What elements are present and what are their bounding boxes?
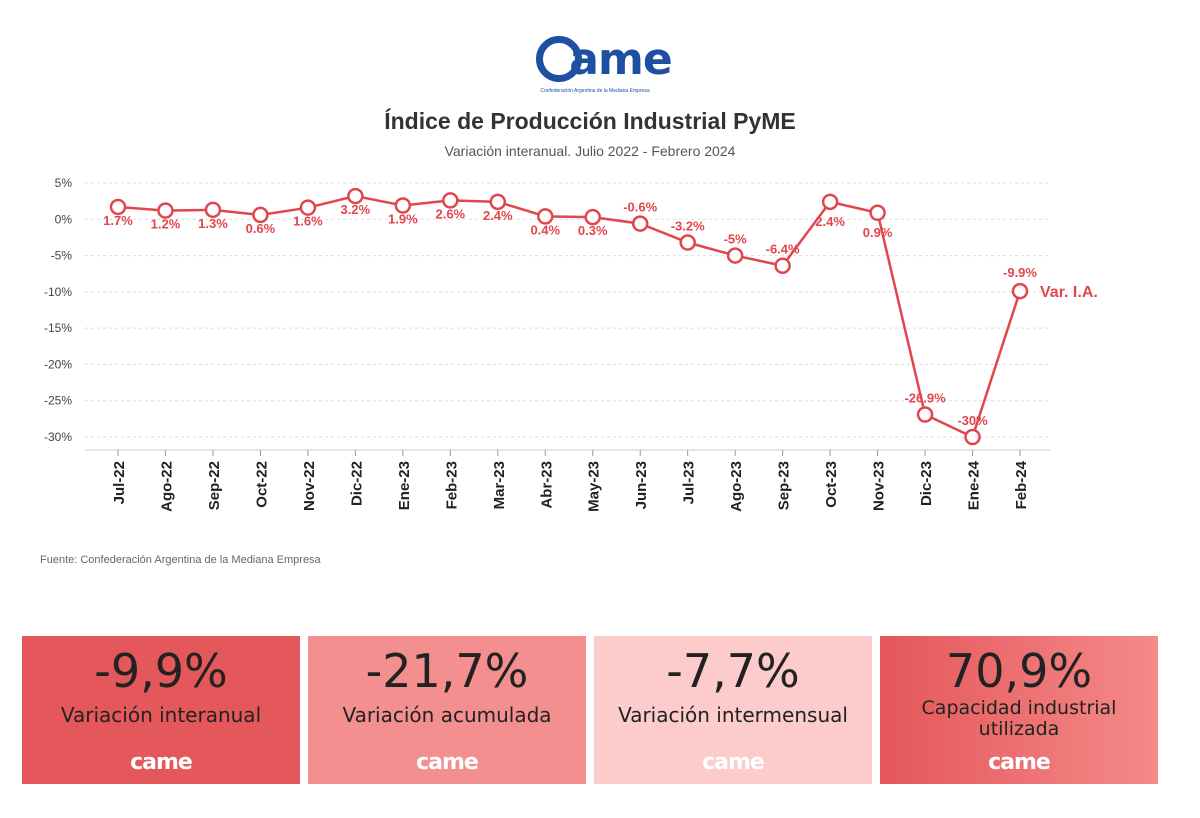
data-label: -3.2% xyxy=(671,219,705,234)
series-var-ia: 1.7% 1.2% 1.3% 0.6% 1.6% 3.2% 1.9% 2.6% 2.4% 0.4%… xyxy=(103,187,1098,446)
source-note: Fuente: Confederación Argentina de la Me… xyxy=(40,554,321,566)
x-tick-label: Ene-23 xyxy=(396,461,413,510)
data-point xyxy=(1011,282,1029,300)
data-label: -6.4% xyxy=(766,242,800,257)
x-tick-label: Abr-23 xyxy=(538,461,555,509)
y-tick-label: -5% xyxy=(51,249,73,263)
data-label: -30% xyxy=(957,413,988,428)
came-logo-small: came xyxy=(130,750,193,775)
data-point xyxy=(157,202,174,219)
card-label: Variación interanual xyxy=(60,703,262,727)
data-point xyxy=(774,257,791,274)
data-point xyxy=(489,193,507,211)
came-logo-small: came xyxy=(416,750,479,775)
card-label: Variación intermensual xyxy=(618,703,848,727)
data-point xyxy=(584,208,601,226)
x-axis: Jul-22 Ago-22 Sep-22 Oct-22 Nov-22 Dic-22 Ene-… xyxy=(85,449,1050,512)
data-point xyxy=(631,215,649,232)
data-point xyxy=(394,197,412,214)
came-logo-subtitle: Confederación Argentina de la Mediana Em… xyxy=(540,88,650,94)
data-label: 1.6% xyxy=(293,214,323,229)
data-label: -26.9% xyxy=(904,391,946,406)
data-label: 0.6% xyxy=(246,221,276,236)
y-tick-label: 5% xyxy=(55,176,73,190)
data-label: 2.6% xyxy=(435,206,465,221)
data-label: 1.3% xyxy=(198,216,228,231)
data-label: 0.3% xyxy=(578,223,608,238)
came-logo: Came Confederación Argentina de la Media… xyxy=(520,30,673,100)
x-tick-label: Sep-22 xyxy=(206,461,223,510)
x-tick-label: Nov-22 xyxy=(301,461,318,511)
came-logo-mark: Came xyxy=(569,34,672,85)
card-variacion-intermensual: -7,7% Variación intermensual came xyxy=(594,636,872,784)
card-value: -21,7% xyxy=(365,644,529,698)
series-legend-label: Var. I.A. xyxy=(1040,284,1098,301)
y-tick-label: -30% xyxy=(44,430,72,444)
came-logo-ring xyxy=(536,36,582,82)
y-tick-label: 0% xyxy=(55,212,73,226)
data-label: -0.6% xyxy=(623,200,657,215)
gridlines xyxy=(85,182,1050,438)
data-point xyxy=(204,201,222,219)
data-point xyxy=(299,199,317,216)
card-value: -9,9% xyxy=(94,644,228,698)
chart-title: Índice de Producción Industrial PyME xyxy=(384,108,796,134)
data-label: 0.9% xyxy=(863,225,893,240)
x-tick-label: Ago-22 xyxy=(158,461,175,512)
card-label: Variación acumulada xyxy=(342,703,552,727)
y-axis: 5% 0% -5% -10% -15% -20% -25% -30% xyxy=(44,176,72,444)
y-tick-label: -20% xyxy=(44,357,72,371)
x-tick-label: Jul-22 xyxy=(111,461,128,504)
x-tick-label: Dic-22 xyxy=(348,461,365,506)
came-logo-small: came xyxy=(988,750,1051,775)
y-tick-label: -25% xyxy=(44,394,72,408)
data-label: 2.4% xyxy=(815,214,845,229)
data-label: 1.7% xyxy=(103,213,133,228)
data-point xyxy=(916,406,934,423)
x-tick-label: Feb-24 xyxy=(1013,460,1030,509)
data-point xyxy=(109,198,127,216)
data-label: -5% xyxy=(724,232,748,247)
data-label: 3.2% xyxy=(341,202,371,217)
x-tick-label: Jul-23 xyxy=(681,461,698,504)
data-label: 0.4% xyxy=(530,222,560,237)
card-variacion-interanual: -9,9% Variación interanual came xyxy=(22,636,300,784)
data-point xyxy=(252,206,269,224)
data-point xyxy=(964,428,981,446)
x-tick-label: Sep-23 xyxy=(776,461,793,510)
line-chart: 5% 0% -5% -10% -15% -20% -25% -30% Jul-22 Ago-22… xyxy=(44,176,1098,512)
chart-subtitle: Variación interanual. Julio 2022 - Febre… xyxy=(444,143,736,159)
data-point xyxy=(442,192,459,209)
x-tick-label: Oct-22 xyxy=(253,461,270,508)
data-point xyxy=(869,204,886,222)
x-tick-label: Ago-23 xyxy=(728,461,745,512)
x-tick-label: Mar-23 xyxy=(491,461,508,509)
data-point xyxy=(537,208,554,225)
card-variacion-acumulada: -21,7% Variación acumulada came xyxy=(308,636,586,784)
data-point xyxy=(347,187,364,205)
y-tick-label: -10% xyxy=(44,285,72,299)
data-label: 1.2% xyxy=(151,217,181,232)
x-tick-label: Feb-23 xyxy=(443,461,460,509)
data-label: 1.9% xyxy=(388,211,418,226)
x-tick-label: Oct-23 xyxy=(823,461,840,508)
data-label: 2.4% xyxy=(483,208,513,223)
x-tick-label: Nov-23 xyxy=(871,461,888,511)
came-logo-small: came xyxy=(702,750,765,775)
data-point xyxy=(726,247,744,264)
data-point xyxy=(679,234,696,251)
card-value: 70,9% xyxy=(945,644,1093,698)
y-tick-label: -15% xyxy=(44,321,72,335)
card-label: Capacidad industrial utilizada xyxy=(921,697,1117,740)
card-value: -7,7% xyxy=(666,644,800,698)
x-tick-label: Dic-23 xyxy=(918,461,935,506)
data-label: -9.9% xyxy=(1003,265,1037,280)
data-point xyxy=(821,193,839,211)
x-tick-label: May-23 xyxy=(586,461,603,512)
x-tick-label: Jun-23 xyxy=(633,461,650,509)
x-tick-label: Ene-24 xyxy=(966,460,983,510)
card-capacidad-industrial: 70,9% Capacidad industrial utilizada cam… xyxy=(880,636,1158,784)
